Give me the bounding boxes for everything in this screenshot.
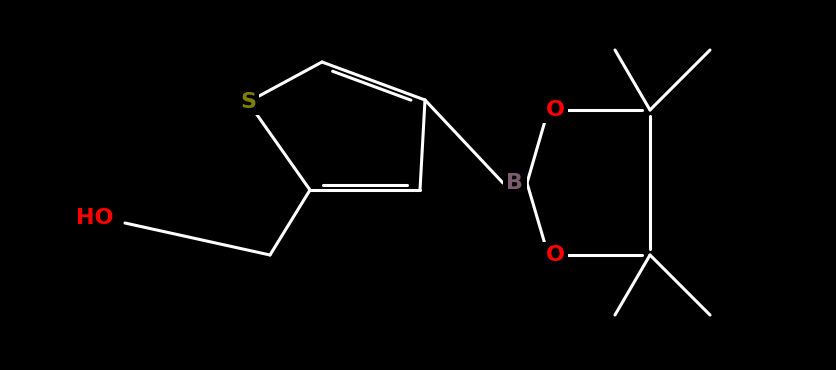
Text: S: S (240, 92, 256, 112)
Text: B: B (507, 173, 523, 193)
Text: O: O (546, 100, 564, 120)
Text: HO: HO (76, 208, 114, 228)
Text: O: O (546, 245, 564, 265)
